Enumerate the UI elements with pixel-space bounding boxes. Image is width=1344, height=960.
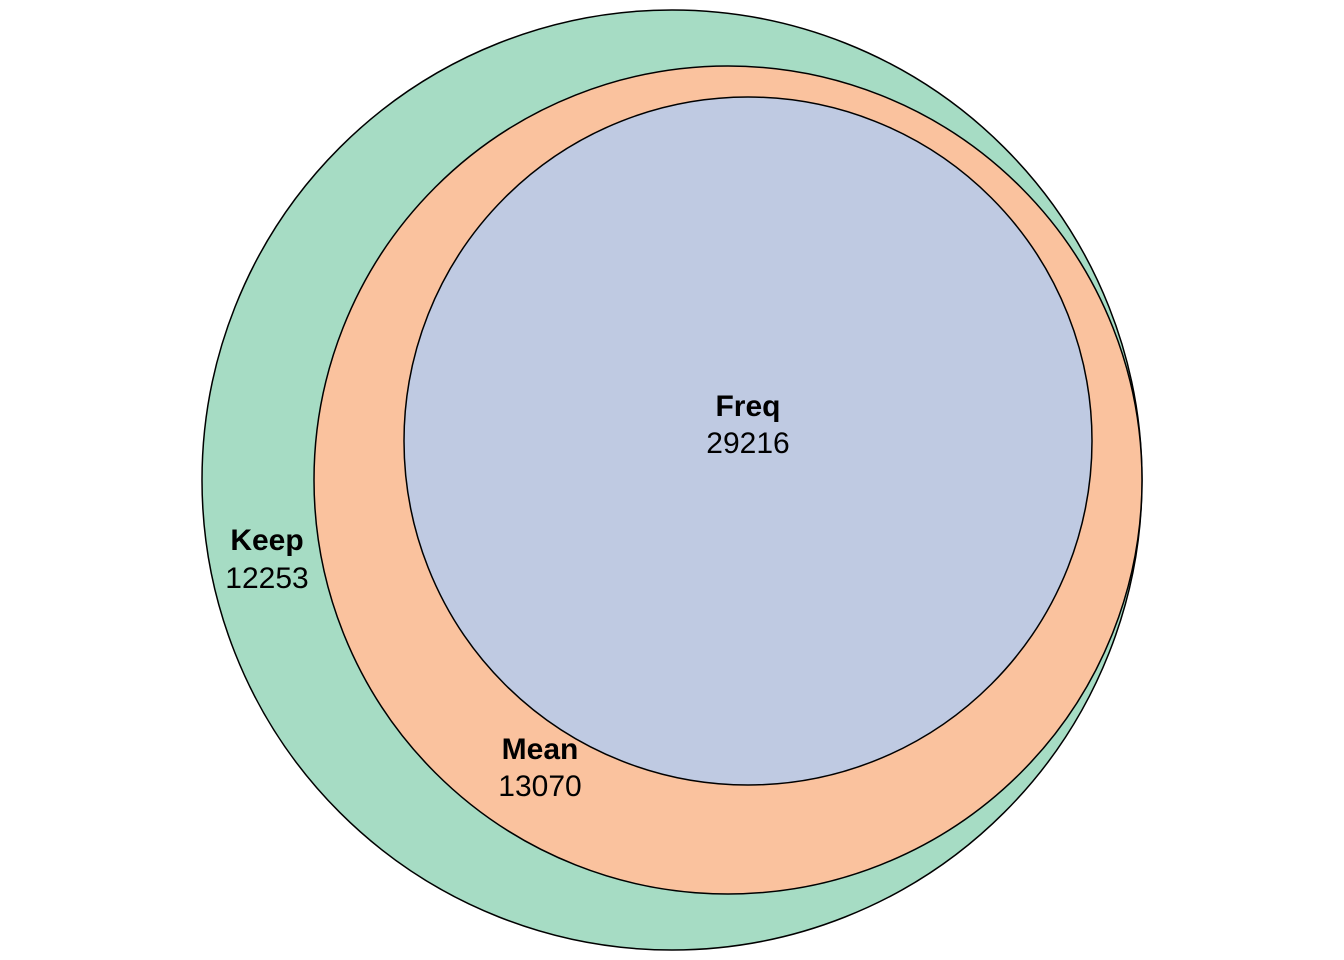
mean-label: Mean 13070 (498, 733, 581, 803)
keep-count: 12253 (225, 562, 308, 595)
mean-name: Mean (502, 733, 579, 766)
freq-count: 29216 (706, 427, 789, 460)
set-freq (403, 96, 1093, 786)
keep-label: Keep 12253 (225, 524, 308, 595)
mean-count: 13070 (498, 770, 581, 803)
freq-label: Freq 29216 (706, 390, 789, 460)
freq-name: Freq (715, 390, 780, 423)
freq-circle (403, 96, 1093, 786)
keep-name: Keep (230, 524, 303, 557)
